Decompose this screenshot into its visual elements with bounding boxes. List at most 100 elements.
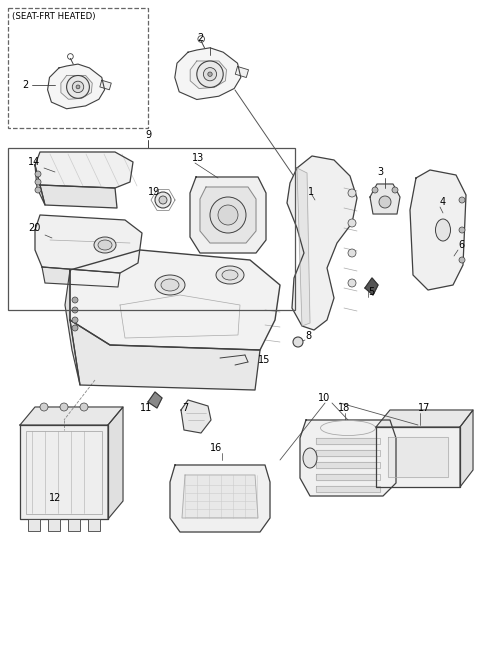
- Circle shape: [293, 337, 303, 347]
- Polygon shape: [40, 185, 117, 208]
- Text: 14: 14: [28, 157, 40, 167]
- Polygon shape: [20, 407, 123, 425]
- Text: 16: 16: [210, 443, 222, 453]
- Polygon shape: [100, 80, 111, 90]
- Text: 3: 3: [377, 167, 383, 177]
- Circle shape: [72, 325, 78, 331]
- Polygon shape: [42, 267, 120, 287]
- Circle shape: [72, 81, 84, 92]
- Text: 8: 8: [305, 331, 311, 341]
- Circle shape: [67, 75, 89, 98]
- Circle shape: [155, 192, 171, 208]
- Circle shape: [459, 257, 465, 263]
- Bar: [28, 519, 40, 531]
- Circle shape: [218, 205, 238, 225]
- Polygon shape: [316, 474, 380, 480]
- Bar: [26, 431, 102, 514]
- Circle shape: [72, 297, 78, 303]
- Circle shape: [197, 61, 223, 87]
- Polygon shape: [235, 66, 249, 77]
- Polygon shape: [70, 250, 280, 350]
- Text: 2: 2: [197, 33, 203, 43]
- Text: 2: 2: [22, 80, 28, 90]
- Ellipse shape: [435, 219, 451, 241]
- Polygon shape: [108, 407, 123, 519]
- Polygon shape: [61, 75, 92, 99]
- Polygon shape: [20, 425, 108, 519]
- Circle shape: [372, 187, 378, 193]
- Polygon shape: [190, 61, 227, 89]
- Ellipse shape: [155, 275, 185, 295]
- Polygon shape: [182, 475, 258, 518]
- Ellipse shape: [222, 270, 238, 280]
- Text: (SEAT-FRT HEATED): (SEAT-FRT HEATED): [12, 12, 96, 21]
- Text: 9: 9: [145, 130, 151, 140]
- Polygon shape: [35, 165, 45, 205]
- Polygon shape: [175, 48, 241, 100]
- Polygon shape: [35, 215, 142, 273]
- Circle shape: [208, 72, 212, 76]
- Text: 11: 11: [140, 403, 152, 413]
- Circle shape: [40, 403, 48, 411]
- Text: 20: 20: [28, 223, 40, 233]
- Circle shape: [35, 171, 41, 177]
- Polygon shape: [316, 450, 380, 456]
- Text: 19: 19: [148, 187, 160, 197]
- Circle shape: [60, 403, 68, 411]
- Polygon shape: [297, 168, 310, 326]
- Ellipse shape: [98, 240, 112, 250]
- Text: 17: 17: [418, 403, 431, 413]
- Circle shape: [379, 196, 391, 208]
- Circle shape: [210, 197, 246, 233]
- Polygon shape: [370, 184, 400, 214]
- Circle shape: [72, 317, 78, 323]
- Circle shape: [348, 219, 356, 227]
- Circle shape: [35, 187, 41, 193]
- Polygon shape: [170, 465, 270, 532]
- Polygon shape: [365, 278, 378, 295]
- Text: 7: 7: [182, 403, 188, 413]
- Text: 4: 4: [440, 197, 446, 207]
- Polygon shape: [35, 152, 133, 188]
- Circle shape: [204, 68, 216, 81]
- Circle shape: [459, 227, 465, 233]
- Ellipse shape: [94, 237, 116, 253]
- Polygon shape: [300, 420, 396, 496]
- Text: 18: 18: [338, 403, 350, 413]
- Polygon shape: [376, 427, 460, 487]
- Text: 6: 6: [458, 240, 464, 250]
- Polygon shape: [410, 170, 466, 290]
- Circle shape: [348, 189, 356, 197]
- Ellipse shape: [161, 279, 179, 291]
- Circle shape: [72, 307, 78, 313]
- Bar: [68, 519, 80, 531]
- Polygon shape: [388, 437, 448, 477]
- Polygon shape: [200, 187, 256, 243]
- Polygon shape: [48, 64, 105, 109]
- Circle shape: [459, 197, 465, 203]
- Circle shape: [348, 279, 356, 287]
- Polygon shape: [460, 410, 473, 487]
- Polygon shape: [316, 486, 380, 492]
- Bar: [48, 519, 60, 531]
- Polygon shape: [148, 392, 162, 408]
- Bar: [88, 519, 100, 531]
- Polygon shape: [376, 410, 473, 427]
- Polygon shape: [190, 177, 266, 253]
- Circle shape: [35, 179, 41, 185]
- Polygon shape: [181, 400, 211, 433]
- Polygon shape: [70, 320, 260, 390]
- Text: 5: 5: [368, 287, 374, 297]
- Text: 10: 10: [318, 393, 330, 403]
- Polygon shape: [287, 156, 357, 330]
- Ellipse shape: [216, 266, 244, 284]
- Polygon shape: [65, 270, 80, 385]
- Circle shape: [76, 85, 80, 89]
- Text: 15: 15: [258, 355, 270, 365]
- Ellipse shape: [303, 448, 317, 468]
- Polygon shape: [316, 438, 380, 444]
- Polygon shape: [316, 462, 380, 468]
- Circle shape: [80, 403, 88, 411]
- Circle shape: [348, 249, 356, 257]
- Circle shape: [159, 196, 167, 204]
